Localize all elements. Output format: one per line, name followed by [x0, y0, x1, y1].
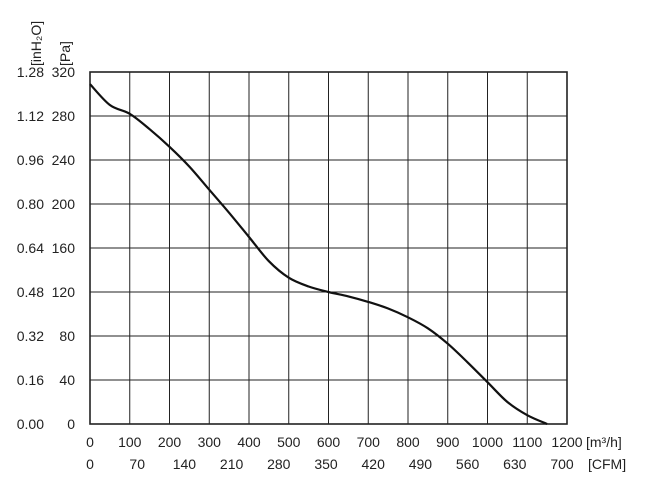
x-tick-label-m3h: 800: [396, 434, 420, 450]
x-tick-label-cfm: 280: [267, 456, 291, 472]
y-tick-label-pa: 160: [52, 240, 76, 256]
x-tick-label-cfm: 70: [129, 456, 145, 472]
y-tick-label-inh2o: 0.80: [17, 196, 44, 212]
x-tick-labels: 0 100 200 300 400 500 600 700 800 900 1000 1100 1200…: [86, 434, 583, 472]
x-tick-label-cfm: 350: [314, 456, 338, 472]
pq-curve-line: [89, 83, 548, 426]
y-tick-label-pa: 0: [67, 416, 75, 432]
x-tick-label-cfm: 490: [409, 456, 433, 472]
y-tick-label-inh2o: 0.32: [17, 328, 44, 344]
x-tick-label-cfm: 700: [550, 456, 574, 472]
y-tick-label-inh2o: 1.28: [17, 64, 44, 80]
y-axis-label-pa: [Pa]: [57, 41, 73, 66]
y-tick-labels: 0.00 0 0.16 40 0.32 80 0.48 120 0.64 160 0.80 200 0.…: [17, 64, 75, 432]
x-tick-label-cfm: 560: [456, 456, 480, 472]
x-tick-label-m3h: 900: [436, 434, 460, 450]
y-tick-label-pa: 320: [52, 64, 76, 80]
y-axis-label-inh2o: [inH₂O]: [28, 21, 44, 66]
y-tick-label-inh2o: 1.12: [17, 108, 44, 124]
x-tick-label-m3h: 1000: [472, 434, 503, 450]
x-tick-label-m3h: 400: [237, 434, 261, 450]
y-tick-label-pa: 80: [59, 328, 75, 344]
x-tick-label-m3h: 100: [118, 434, 142, 450]
x-tick-label-cfm: 630: [503, 456, 527, 472]
x-axis-label-cfm: [CFM]: [588, 456, 626, 472]
y-tick-label-pa: 240: [52, 152, 76, 168]
y-tick-label-pa: 120: [52, 284, 76, 300]
y-tick-label-pa: 280: [52, 108, 76, 124]
y-tick-label-inh2o: 0.00: [17, 416, 44, 432]
x-tick-label-cfm: 420: [362, 456, 386, 472]
plot-frame: [89, 71, 568, 425]
x-tick-label-m3h: 0: [86, 434, 94, 450]
y-tick-label-pa: 200: [52, 196, 76, 212]
x-tick-label-m3h: 500: [277, 434, 301, 450]
y-tick-label-inh2o: 0.96: [17, 152, 44, 168]
x-tick-label-m3h: 700: [357, 434, 381, 450]
x-tick-label-cfm: 210: [220, 456, 244, 472]
y-tick-label-inh2o: 0.16: [17, 372, 44, 388]
x-tick-label-m3h: 300: [198, 434, 222, 450]
x-tick-label-m3h: 600: [317, 434, 341, 450]
x-axis-label-m3h: [m³/h]: [586, 434, 622, 450]
y-tick-label-inh2o: 0.48: [17, 284, 44, 300]
x-tick-label-m3h: 1200: [551, 434, 582, 450]
x-tick-label-m3h: 200: [158, 434, 182, 450]
x-tick-label-cfm: 0: [86, 456, 94, 472]
x-tick-label-cfm: 140: [173, 456, 197, 472]
y-tick-label-pa: 40: [59, 372, 75, 388]
y-tick-label-inh2o: 0.64: [17, 240, 44, 256]
grid-lines: [90, 72, 567, 424]
x-tick-label-m3h: 1100: [512, 434, 542, 450]
